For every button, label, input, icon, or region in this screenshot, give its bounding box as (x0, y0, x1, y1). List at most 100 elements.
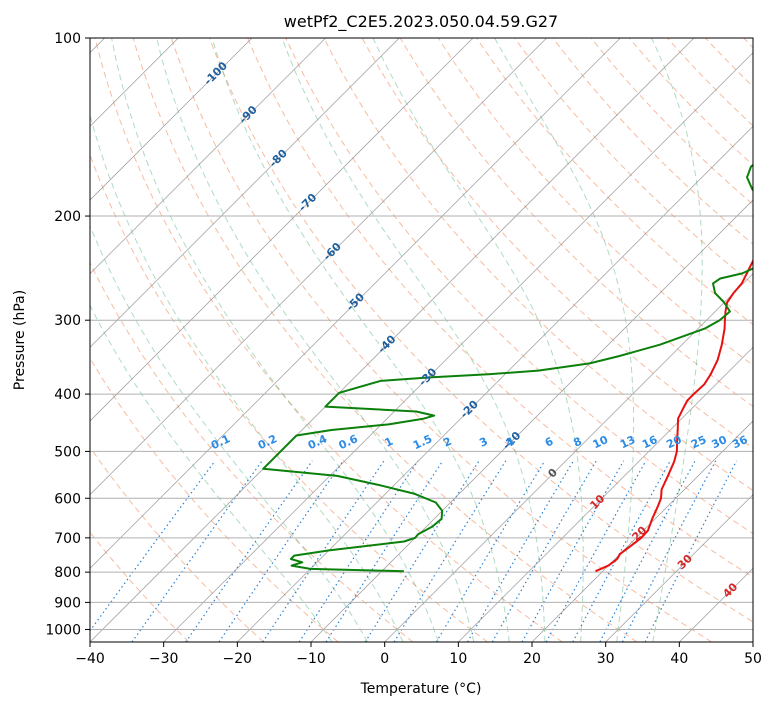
isotherm-label: -70 (296, 191, 319, 214)
y-tick-label: 700 (54, 531, 81, 547)
dry-adiabat (132, 38, 638, 642)
isotherm (679, 567, 753, 642)
isotherm-label: -80 (267, 146, 290, 169)
mixing-ratio-line (599, 460, 696, 642)
isotherm (384, 273, 753, 642)
isotherm-label: -100 (201, 59, 230, 88)
isotherm-label: 40 (720, 580, 740, 600)
mixing-ratio-line (644, 460, 738, 642)
dry-adiabat (209, 38, 753, 623)
mixing-ratio-label: 13 (618, 433, 637, 451)
moist-adiabat (372, 38, 584, 642)
isotherm (90, 38, 547, 496)
moist-adiabat (90, 224, 369, 642)
mixing-ratio-line (466, 460, 575, 642)
chart-title: wetPf2_C2E5.2023.050.04.59.G27 (284, 12, 558, 32)
isotherm (90, 38, 253, 201)
isotherm (531, 420, 753, 642)
dry-adiabat (743, 38, 753, 49)
y-tick-label: 900 (54, 595, 81, 611)
isotherm-label: 20 (629, 524, 649, 544)
y-tick-label: 500 (54, 444, 81, 460)
dry-adiabat (705, 38, 753, 88)
moist-adiabat (90, 113, 404, 642)
moist-adiabat (111, 38, 439, 642)
mixing-ratio-line (325, 460, 444, 642)
mixing-ratio-line (298, 460, 419, 642)
x-tick-label: −10 (296, 651, 326, 667)
x-axis-label: Temperature (°C) (360, 681, 482, 697)
y-tick-label: 100 (54, 31, 81, 47)
dry-adiabat (90, 153, 488, 642)
x-tick-label: 20 (523, 651, 541, 667)
mixing-ratio-line (185, 460, 313, 642)
moist-adiabat (156, 38, 475, 642)
mixing-ratio-label: 8 (571, 435, 583, 450)
isotherm (605, 494, 753, 642)
x-tick-label: 10 (449, 651, 467, 667)
mixing-ratio-label: 16 (640, 433, 660, 451)
isotherm (90, 38, 695, 642)
dry-adiabat (476, 38, 753, 326)
dewpoint-profile (262, 164, 753, 573)
mixing-ratio-label: 6 (543, 435, 556, 450)
dry-adiabat (90, 357, 339, 642)
isotherm (458, 346, 753, 642)
mixing-ratio-line (218, 460, 344, 642)
isotherm-label: 10 (587, 492, 607, 512)
moist-adiabat (211, 38, 510, 642)
isotherm-label: 0 (545, 466, 560, 481)
isotherm (90, 38, 474, 422)
mixing-ratio-line (435, 460, 546, 642)
mixing-ratio-label: 1.5 (411, 432, 434, 452)
background-lines (90, 38, 753, 642)
mixing-ratio-label: 3 (477, 435, 489, 450)
y-tick-label: 1000 (45, 622, 81, 638)
dry-adiabat (323, 38, 753, 492)
y-axis-label: Pressure (hPa) (12, 290, 28, 390)
isotherm-label: -30 (416, 365, 439, 388)
plot-frame (89, 37, 754, 643)
mixing-ratio-label: 36 (730, 433, 750, 451)
series-layer (262, 164, 753, 573)
dry-adiabat (90, 531, 190, 642)
temperature-profile (595, 258, 753, 573)
dry-adiabat (94, 38, 563, 642)
moist-adiabat (90, 304, 333, 642)
axes-layer: −40 −30 −20 −10 0 10 20 30 40 5010020030040050060… (45, 31, 762, 667)
mixing-ratio-label: 25 (689, 433, 708, 451)
isotherm (163, 52, 753, 642)
moist-adiabat (281, 38, 546, 642)
isotherm-label: -40 (375, 332, 398, 355)
isotherm (90, 38, 621, 569)
isotherm (237, 125, 753, 642)
isotherm (90, 38, 326, 275)
gridlines (90, 38, 753, 630)
dry-adiabat (90, 446, 264, 642)
dry-adiabat (590, 38, 753, 206)
isotherm-label: -60 (321, 240, 344, 263)
mixing-ratio-line (90, 460, 216, 632)
moist-adiabat (494, 38, 635, 642)
dry-adiabat (552, 38, 753, 245)
mixing-ratio-label: 10 (591, 433, 611, 451)
mixing-ratio-label: 0.2 (256, 432, 279, 452)
x-tick-label: −20 (223, 651, 253, 667)
dry-adiabat (628, 38, 753, 166)
dry-adiabat (667, 38, 753, 127)
mixing-ratio-line (491, 460, 597, 642)
mixing-ratio-line (545, 460, 647, 642)
dry-adiabat (437, 38, 753, 366)
y-tick-label: 600 (54, 491, 81, 507)
x-tick-label: 50 (744, 651, 762, 667)
dry-adiabat (514, 38, 753, 285)
mixing-ratio-line (393, 460, 507, 642)
isotherm (752, 641, 753, 642)
mixing-ratio-label: 20 (664, 433, 684, 451)
x-tick-label: 40 (670, 651, 688, 667)
y-tick-label: 300 (54, 313, 81, 329)
dry-adiabat (399, 38, 753, 408)
x-tick-label: 0 (380, 651, 389, 667)
isotherm-label: -50 (344, 290, 367, 313)
